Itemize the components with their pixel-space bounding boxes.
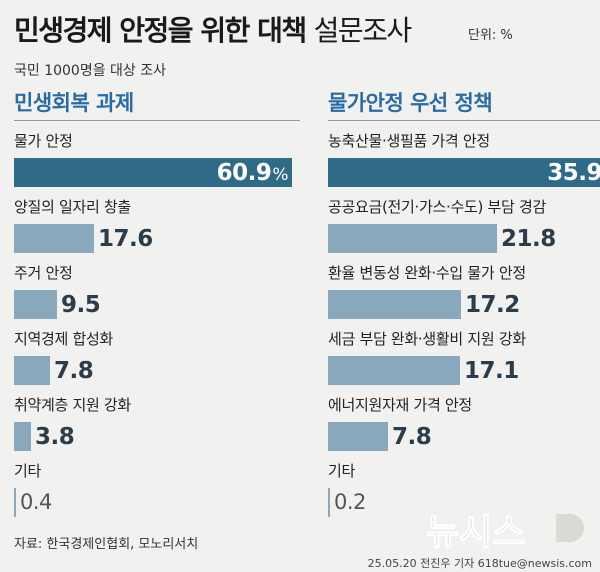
- bar-item: 에너지원자재 가격 안정 7.8: [328, 394, 600, 460]
- bar-item: 기타 0.2: [328, 460, 600, 526]
- value-label: 3.8: [35, 424, 75, 450]
- bar: [328, 488, 330, 517]
- newsis-logo: 뉴시스: [426, 512, 584, 552]
- bar-item: 양질의 일자리 창출 17.6: [14, 196, 300, 262]
- survey-subtitle: 국민 1000명을 대상 조사: [14, 63, 167, 79]
- value-label: 7.8: [392, 424, 432, 450]
- category-label: 환율 변동성 완화·수입 물가 안정: [328, 264, 526, 282]
- bar-item: 지역경제 합성화 7.8: [14, 328, 300, 394]
- value-label: 7.8: [54, 358, 94, 384]
- category-label: 농축산물·생필품 가격 안정: [328, 132, 490, 150]
- bar-item: 환율 변동성 완화·수입 물가 안정 17.2: [328, 262, 600, 328]
- value-number: 9.5: [61, 292, 101, 318]
- value-label: 0.4: [20, 490, 52, 514]
- unit-label: 단위: %: [468, 28, 513, 43]
- logo-mark: [556, 514, 584, 542]
- bar-item: 물가 안정 60.9%: [14, 130, 300, 196]
- value-number: 0.4: [20, 490, 52, 514]
- value-label: 9.5: [61, 292, 101, 318]
- category-label: 주거 안정: [14, 264, 73, 282]
- bar: [328, 224, 497, 253]
- credit-line: 25.05.20 전진우 기자 618tue@newsis.com: [367, 557, 592, 570]
- bar: [14, 224, 94, 253]
- category-label: 취약계층 지원 강화: [14, 396, 131, 414]
- value-number: 35.9: [547, 160, 600, 186]
- value-number: 3.8: [35, 424, 75, 450]
- bar: [14, 488, 16, 517]
- value-number: 7.8: [54, 358, 94, 384]
- bar: [14, 356, 50, 385]
- value-number: 17.6: [98, 226, 153, 252]
- value-number: 17.1: [464, 358, 519, 384]
- panel-price-policy: 물가안정 우선 정책 농축산물·생필품 가격 안정 35.9 공공요금(전기·가스·…: [328, 86, 600, 517]
- bar-item: 농축산물·생필품 가격 안정 35.9: [328, 130, 600, 196]
- percent-suffix: %: [272, 165, 288, 185]
- category-label: 양질의 일자리 창출: [14, 198, 131, 216]
- value-number: 0.2: [334, 490, 366, 514]
- bar: [328, 158, 600, 187]
- bar: [328, 422, 388, 451]
- value-label: 60.9%: [216, 160, 289, 186]
- value-number: 60.9: [216, 160, 272, 186]
- value-label: 17.2: [465, 292, 520, 318]
- category-label: 지역경제 합성화: [14, 330, 113, 348]
- logo-text: 뉴시스: [426, 512, 525, 552]
- bar: [14, 290, 57, 319]
- title-row: 민생경제 안정을 위한 대책 설문조사: [14, 9, 413, 49]
- category-label: 기타: [14, 462, 42, 480]
- category-label: 세금 부담 완화·생활비 지원 강화: [328, 330, 526, 348]
- value-number: 17.2: [465, 292, 520, 318]
- bar-item: 세금 부담 완화·생활비 지원 강화 17.1: [328, 328, 600, 394]
- bar: [14, 422, 31, 451]
- category-label: 기타: [328, 462, 356, 480]
- value-label: 17.6: [98, 226, 153, 252]
- value-number: 21.8: [501, 226, 556, 252]
- bar-item: 취약계층 지원 강화 3.8: [14, 394, 300, 460]
- category-label: 물가 안정: [14, 132, 73, 150]
- panel-title-price-policy: 물가안정 우선 정책: [328, 86, 600, 121]
- value-label: 21.8: [501, 226, 556, 252]
- page-title-sub: 설문조사: [313, 14, 413, 47]
- bar: [328, 290, 461, 319]
- panel-title-recovery: 민생회복 과제: [14, 86, 300, 121]
- bar: [14, 158, 292, 187]
- bar-item: 기타 0.4: [14, 460, 300, 526]
- value-number: 7.8: [392, 424, 432, 450]
- source-note: 자료: 한국경제인협회, 모노리서치: [14, 537, 199, 552]
- bar-item: 공공요금(전기·가스·수도) 부담 경감 21.8: [328, 196, 600, 262]
- category-label: 공공요금(전기·가스·수도) 부담 경감: [328, 198, 546, 216]
- bar-item: 주거 안정 9.5: [14, 262, 300, 328]
- category-label: 에너지원자재 가격 안정: [328, 396, 472, 414]
- panel-recovery-tasks: 민생회복 과제 물가 안정 60.9% 양질의 일자리 창출 17.6 주거 안정 9.5…: [14, 86, 300, 517]
- page-title: 민생경제 안정을 위한 대책: [14, 14, 307, 47]
- bar: [328, 356, 460, 385]
- value-label: 17.1: [464, 358, 519, 384]
- value-label: 0.2: [334, 490, 366, 514]
- value-label: 35.9: [547, 160, 600, 186]
